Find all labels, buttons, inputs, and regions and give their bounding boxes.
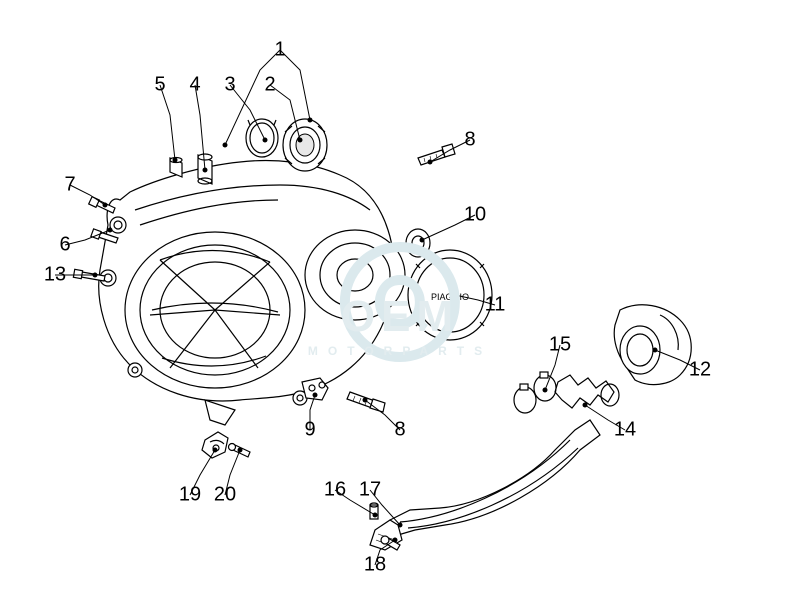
inspection-cover-11: PIAGGIO	[408, 250, 492, 340]
bolt-8-top	[418, 144, 455, 165]
retaining-ring	[246, 119, 278, 157]
bearing	[283, 119, 327, 171]
grommet-10	[406, 229, 430, 257]
callout-18: 18	[364, 554, 386, 577]
callout-8: 8	[464, 129, 475, 152]
callout-19: 19	[179, 484, 201, 507]
clamp-19	[202, 432, 228, 458]
crankcase-cover	[99, 161, 405, 425]
clamp-15a	[534, 372, 556, 401]
bellows-14	[555, 375, 619, 408]
callout-15: 15	[549, 334, 571, 357]
callout-9: 9	[304, 419, 315, 442]
callout-2: 2	[264, 74, 275, 97]
callout-12: 12	[689, 359, 711, 382]
callout-17: 17	[359, 479, 381, 502]
callout-5: 5	[154, 74, 165, 97]
callout-8: 8	[394, 419, 405, 442]
callout-1: 1	[274, 39, 285, 62]
callout-11: 11	[485, 294, 506, 317]
callout-20: 20	[214, 484, 236, 507]
air-duct-12	[614, 305, 691, 385]
callout-4: 4	[189, 74, 200, 97]
callout-14: 14	[614, 419, 636, 442]
callout-13: 13	[44, 264, 66, 287]
callout-7: 7	[64, 174, 75, 197]
parts-drawing: PIAGGIO	[0, 0, 800, 600]
callout-16: 16	[324, 479, 346, 502]
callout-3: 3	[224, 74, 235, 97]
clamp-15b	[514, 384, 536, 413]
exploded-diagram: OEM MOTORPARTS	[0, 0, 800, 600]
callout-10: 10	[464, 204, 486, 227]
callout-6: 6	[59, 234, 70, 257]
